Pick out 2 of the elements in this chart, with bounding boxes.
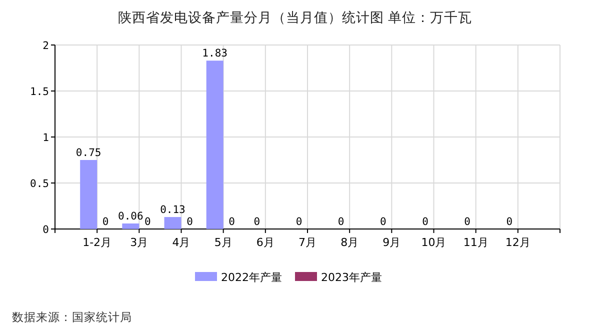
title: 陕西省发电设备产量分月（当月值）统计图 单位：万千瓦 — [118, 10, 472, 26]
annotation: 数据来源：国家统计局 — [12, 310, 132, 324]
